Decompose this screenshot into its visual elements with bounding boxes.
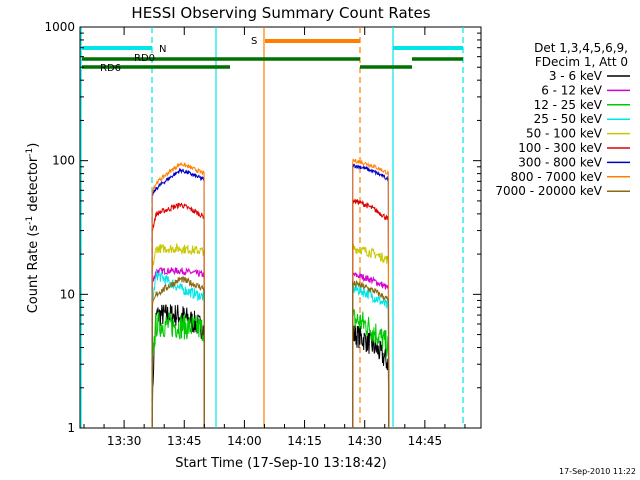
x-tick-label-0: 13:30 — [107, 434, 142, 448]
legend-label-3: 25 - 50 keV — [534, 112, 603, 126]
x-axis-label: Start Time (17-Sep-10 13:18:42) — [175, 456, 386, 471]
y-tick-label-1: 10 — [60, 287, 75, 301]
series-5-pass-2 — [352, 198, 390, 429]
y-axis-label-sup1: -1 — [25, 216, 35, 225]
tick-layer: 13:30 13:45 14:00 14:15 14:30 14:45 1 10 100 1000 — [44, 20, 481, 448]
y-tick-label-2: 100 — [52, 154, 75, 168]
x-tick-label-3: 14:15 — [287, 434, 322, 448]
legend-label-8: 7000 - 20000 keV — [495, 184, 602, 198]
x-tick-label-4: 14:30 — [347, 434, 382, 448]
flag-layer: N S RD0 RD6 — [80, 27, 464, 428]
legend-label-5: 100 - 300 keV — [518, 141, 602, 155]
legend: Det 1,3,4,5,6,9, FDecim 1, Att 0 3 - 6 k… — [495, 41, 630, 198]
series-7-pass-1 — [151, 162, 205, 429]
y-axis-label-mid: detector — [26, 156, 41, 216]
series-6-pass-1 — [151, 167, 205, 429]
series-7-pass-2 — [352, 158, 390, 429]
legend-label-1: 6 - 12 keV — [541, 83, 603, 97]
series-0-pass-1 — [151, 304, 205, 429]
legend-label-7: 800 - 7000 keV — [511, 170, 603, 184]
series-2-pass-2 — [352, 309, 390, 429]
series-2-pass-1 — [151, 311, 205, 429]
series-3-pass-1 — [151, 270, 205, 429]
series-6-pass-2 — [352, 163, 390, 429]
series-3-pass-2 — [352, 284, 390, 429]
saa-label: S — [251, 36, 257, 47]
night-label: N — [159, 44, 166, 55]
y-axis-label-main: Count Rate (s — [26, 225, 41, 314]
series-1-pass-1 — [151, 267, 205, 429]
footer-date: 17-Sep-2010 11:22 — [559, 467, 636, 476]
series-4-pass-1 — [151, 242, 205, 429]
series-4-pass-2 — [352, 243, 390, 429]
legend-label-2: 12 - 25 keV — [534, 98, 603, 112]
series-8-pass-2 — [352, 280, 390, 429]
rd0-label: RD0 — [134, 53, 155, 64]
y-axis-label-sup2: -1 — [25, 148, 35, 157]
series-8-pass-1 — [151, 275, 205, 429]
series-5-pass-1 — [151, 202, 205, 429]
chart-title: HESSI Observing Summary Count Rates — [131, 4, 430, 22]
legend-label-4: 50 - 100 keV — [526, 127, 603, 141]
y-axis-label: Count Rate (s-1 detector-1) — [25, 143, 41, 314]
series-layer — [151, 158, 390, 429]
plot-frame — [79, 26, 482, 429]
legend-header-line-2: FDecim 1, Att 0 — [535, 55, 628, 69]
legend-header-line-1: Det 1,3,4,5,6,9, — [534, 41, 628, 55]
x-tick-label-1: 13:45 — [167, 434, 202, 448]
series-0-pass-2 — [352, 325, 390, 429]
x-tick-label-2: 14:00 — [227, 434, 262, 448]
rd6-label: RD6 — [100, 63, 121, 74]
legend-label-0: 3 - 6 keV — [549, 69, 603, 83]
y-tick-label-3: 1000 — [44, 20, 75, 34]
x-tick-label-5: 14:45 — [408, 434, 443, 448]
legend-label-6: 300 - 800 keV — [518, 155, 602, 169]
y-axis-label-end: ) — [26, 143, 41, 148]
series-1-pass-2 — [352, 272, 390, 429]
y-tick-label-0: 1 — [67, 421, 75, 435]
